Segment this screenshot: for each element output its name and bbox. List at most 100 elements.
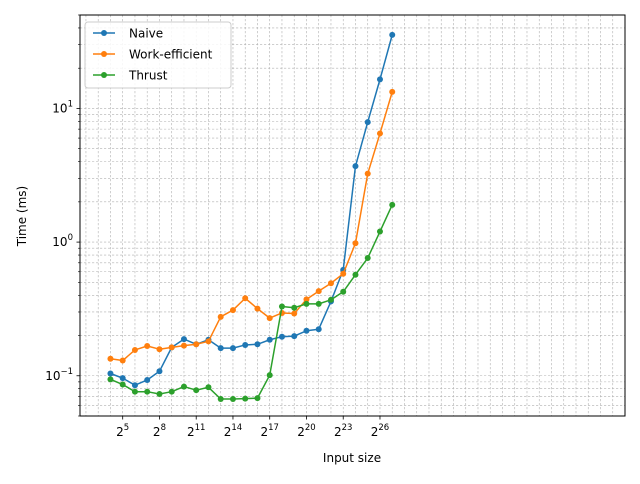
data-point-thrust (340, 288, 347, 295)
data-point-naive (352, 163, 359, 170)
data-point-thrust (327, 296, 334, 303)
x-tick-base: 2 (224, 425, 232, 439)
data-point-naive (131, 382, 138, 389)
legend-marker-work-efficient (101, 51, 107, 57)
data-point-work-efficient (229, 307, 236, 314)
data-point-naive (254, 341, 261, 348)
x-tick-exponent: 17 (268, 423, 279, 433)
grid-lines (80, 14, 626, 417)
data-point-thrust (229, 396, 236, 403)
y-tick-exponent: −1 (60, 367, 73, 377)
data-point-work-efficient (364, 170, 371, 177)
data-point-work-efficient (144, 342, 151, 349)
legend-label-thrust: Thrust (128, 69, 168, 83)
x-tick-label: 214 (224, 423, 242, 439)
data-point-naive (266, 336, 273, 343)
data-point-work-efficient (340, 270, 347, 277)
data-point-work-efficient (376, 130, 383, 137)
data-point-thrust (107, 376, 114, 383)
data-point-thrust (168, 388, 175, 395)
data-point-work-efficient (291, 310, 298, 317)
data-point-work-efficient (193, 341, 200, 348)
data-point-thrust (193, 387, 200, 394)
data-point-work-efficient (107, 355, 114, 362)
data-point-work-efficient (168, 344, 175, 351)
y-tick-base: 10 (52, 235, 67, 249)
y-tick-exponent: 1 (68, 99, 73, 109)
data-point-work-efficient (205, 338, 212, 345)
data-point-thrust (254, 395, 261, 402)
x-tick-base: 2 (297, 425, 305, 439)
y-tick-exponent: 0 (68, 233, 73, 243)
data-point-thrust (205, 384, 212, 391)
series-lines (107, 31, 396, 403)
x-tick-exponent: 14 (231, 423, 242, 433)
data-point-thrust (376, 228, 383, 235)
data-point-work-efficient (131, 346, 138, 353)
data-point-work-efficient (315, 288, 322, 295)
x-tick-base: 2 (116, 425, 124, 439)
x-tick-label: 226 (371, 423, 389, 439)
data-point-work-efficient (389, 88, 396, 95)
data-point-naive (144, 376, 151, 383)
legend-item-naive: Naive (93, 27, 163, 41)
data-point-thrust (131, 388, 138, 395)
data-point-thrust (180, 383, 187, 390)
data-point-thrust (352, 271, 359, 278)
y-tick-base: 10 (52, 101, 67, 115)
x-tick-label: 220 (297, 423, 315, 439)
legend-item-work-efficient: Work-efficient (93, 48, 213, 62)
data-point-thrust (156, 391, 163, 398)
x-tick-label: 223 (334, 423, 352, 439)
legend-label-naive: Naive (129, 27, 163, 41)
data-point-thrust (364, 255, 371, 262)
x-tick-base: 2 (334, 425, 342, 439)
series-thrust (107, 201, 396, 403)
x-tick-exponent: 20 (305, 423, 316, 433)
data-point-naive (242, 341, 249, 348)
data-point-work-efficient (242, 295, 249, 302)
data-point-naive (278, 333, 285, 340)
x-tick-base: 2 (153, 425, 161, 439)
x-tick-base: 2 (187, 425, 195, 439)
data-point-thrust (119, 381, 126, 388)
x-tick-label: 28 (153, 423, 166, 439)
data-point-naive (376, 76, 383, 83)
data-point-thrust (242, 395, 249, 402)
data-point-work-efficient (254, 305, 261, 312)
data-point-thrust (315, 300, 322, 307)
y-tick-label: 10−1 (45, 367, 73, 383)
data-point-naive (180, 336, 187, 343)
x-tick-exponent: 8 (161, 423, 166, 433)
data-point-work-efficient (266, 315, 273, 322)
y-axis-label: Time (ms) (15, 186, 29, 248)
series-work-efficient (107, 88, 396, 364)
legend-marker-thrust (101, 72, 107, 78)
data-point-work-efficient (352, 240, 359, 247)
data-point-naive (364, 119, 371, 126)
data-point-naive (156, 368, 163, 375)
x-tick-exponent: 11 (195, 423, 206, 433)
data-point-naive (389, 31, 396, 38)
data-point-work-efficient (119, 357, 126, 364)
data-point-naive (303, 327, 310, 334)
data-point-work-efficient (217, 313, 224, 320)
legend-box (84, 21, 232, 89)
data-point-thrust (303, 300, 310, 307)
data-point-work-efficient (156, 346, 163, 353)
x-tick-base: 2 (260, 425, 268, 439)
y-tick-base: 10 (45, 369, 60, 383)
x-tick-label: 211 (187, 423, 205, 439)
legend-label-work-efficient: Work-efficient (129, 48, 213, 62)
y-tick-label: 100 (52, 233, 73, 249)
y-tick-label: 101 (52, 99, 73, 115)
data-point-thrust (266, 372, 273, 379)
data-point-naive (217, 345, 224, 352)
data-point-thrust (389, 201, 396, 208)
data-point-thrust (278, 303, 285, 310)
data-point-work-efficient (303, 296, 310, 303)
data-point-naive (107, 370, 114, 377)
x-tick-label: 217 (260, 423, 278, 439)
